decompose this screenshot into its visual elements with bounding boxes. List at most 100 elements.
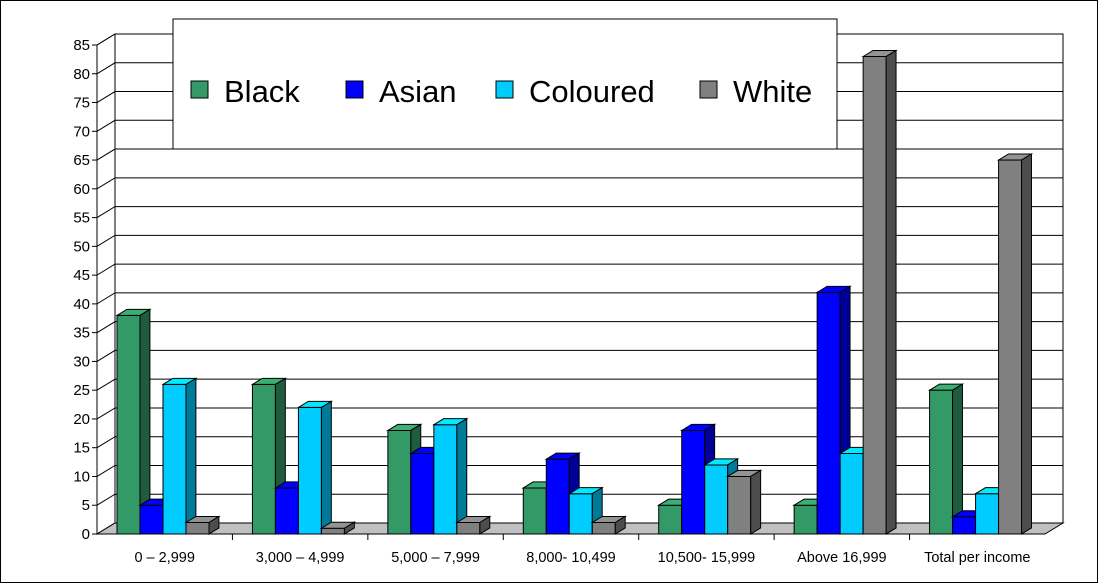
bar-front xyxy=(681,429,706,535)
legend-swatch xyxy=(190,80,209,99)
bar-black xyxy=(115,308,152,535)
x-tick-label: 0 – 2,999 xyxy=(134,550,194,566)
x-tick-label: 3,000 – 4,999 xyxy=(256,550,345,566)
x-tick-label: 8,000- 10,499 xyxy=(526,550,616,566)
gridline xyxy=(96,407,1063,420)
gridline xyxy=(96,378,1063,391)
bar-asian xyxy=(544,452,581,535)
bars xyxy=(115,49,1034,535)
legend-item-black: Black xyxy=(190,74,300,109)
bar-white xyxy=(590,515,627,535)
bar-front xyxy=(185,521,210,535)
bar-front xyxy=(862,56,887,535)
bar-front xyxy=(591,521,616,535)
bar-coloured xyxy=(296,400,334,535)
y-tick-label: 20 xyxy=(73,411,90,428)
y-tick-label: 75 xyxy=(73,95,90,112)
gridline xyxy=(96,321,1063,334)
legend-label: Black xyxy=(224,74,300,109)
y-tick-label: 55 xyxy=(73,210,90,227)
y-tick-label: 10 xyxy=(73,468,90,485)
bar-front xyxy=(975,493,1000,535)
y-tick-label: 0 xyxy=(82,526,90,543)
bar-front xyxy=(998,159,1023,535)
bar-front xyxy=(116,314,141,535)
bar-side xyxy=(479,515,491,535)
legend-swatch xyxy=(345,80,364,99)
y-tick-label: 85 xyxy=(73,37,90,54)
gridline xyxy=(96,263,1063,276)
y-tick-label: 40 xyxy=(73,296,90,313)
bar-front xyxy=(297,406,322,535)
gridline xyxy=(96,436,1063,449)
bar-white xyxy=(725,469,763,535)
gridline xyxy=(96,206,1063,219)
bar-front xyxy=(410,452,435,535)
bar-front xyxy=(839,452,864,535)
y-tick-label: 50 xyxy=(73,238,90,255)
y-tick-label: 25 xyxy=(73,382,90,399)
legend-item-asian: Asian xyxy=(345,74,457,109)
x-tick-label: 5,000 – 7,999 xyxy=(391,550,480,566)
bar-front xyxy=(320,527,345,535)
bar-side xyxy=(208,515,220,535)
bar-white xyxy=(996,153,1034,535)
bar-coloured xyxy=(432,417,469,535)
gridline xyxy=(96,349,1063,362)
side-wall xyxy=(96,33,116,535)
bar-side xyxy=(885,49,897,535)
y-axis: 0 5 10 15 20 25 30 35 40 45 50 55 60 65 70 75 80 85 xyxy=(73,37,98,543)
bar-front xyxy=(162,383,187,535)
bar-front xyxy=(658,504,683,535)
gridlines xyxy=(96,33,1063,535)
bar-front xyxy=(456,521,481,535)
bar-black xyxy=(927,383,965,535)
bar-side xyxy=(185,377,197,535)
legend-label: White xyxy=(733,74,812,109)
y-tick-label: 30 xyxy=(73,353,90,370)
y-tick-label: 15 xyxy=(73,440,90,457)
x-tick-label: Total per income xyxy=(924,550,1030,566)
y-tick-label: 5 xyxy=(82,497,90,514)
y-tick-label: 80 xyxy=(73,66,90,83)
y-tick-label: 70 xyxy=(73,123,90,140)
legend-swatch xyxy=(699,80,718,99)
y-tick-label: 65 xyxy=(73,152,90,169)
legend-label: Coloured xyxy=(529,74,655,109)
bar-front xyxy=(568,493,593,535)
x-tick-label: Above 16,999 xyxy=(797,550,887,566)
bar-coloured xyxy=(161,377,198,535)
y-tick-label: 60 xyxy=(73,181,90,198)
legend-item-white: White xyxy=(699,74,812,109)
bar-white xyxy=(861,49,898,535)
bar-side xyxy=(343,521,355,535)
gridline xyxy=(96,292,1063,305)
bar-side xyxy=(614,515,626,535)
bar-front xyxy=(793,504,818,535)
legend-label: Asian xyxy=(379,74,457,109)
bar-front xyxy=(139,504,164,535)
bar-front xyxy=(545,458,570,535)
bar-white xyxy=(184,515,221,535)
bar-side xyxy=(320,400,332,535)
bar-front xyxy=(274,487,299,535)
y-tick-label: 45 xyxy=(73,267,90,284)
legend-swatch xyxy=(495,80,514,99)
bar-front xyxy=(952,516,977,535)
x-axis: 0 – 2,999 3,000 – 4,999 5,000 – 7,999 8,000… xyxy=(97,533,1045,566)
legend: Black Asian Coloured White xyxy=(172,18,838,150)
bar-front xyxy=(816,291,841,535)
bar-side xyxy=(750,469,762,535)
bar-white xyxy=(455,515,492,535)
legend-item-coloured: Coloured xyxy=(495,74,655,109)
gridline xyxy=(96,234,1063,247)
y-tick-label: 35 xyxy=(73,325,90,342)
gridline xyxy=(96,464,1063,477)
x-tick-label: 10,500- 15,999 xyxy=(658,550,756,566)
bar-front xyxy=(522,487,547,535)
bar-front xyxy=(433,424,458,535)
bar-side xyxy=(1021,153,1032,535)
bar-side xyxy=(456,417,468,535)
